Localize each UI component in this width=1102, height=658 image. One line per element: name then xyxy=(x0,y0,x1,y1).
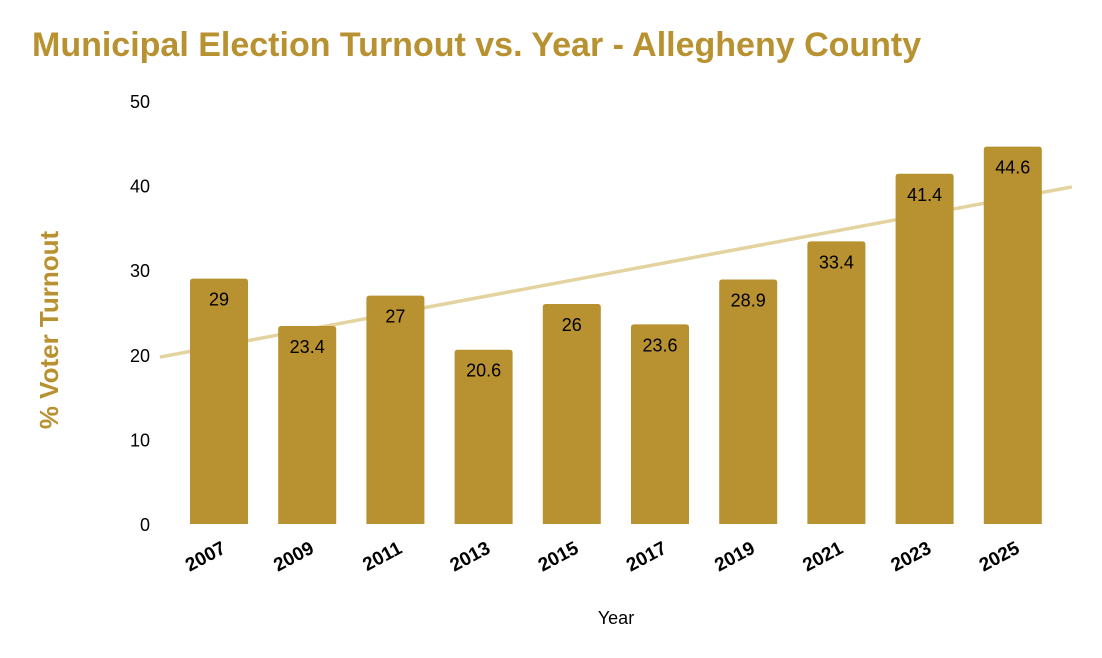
x-tick-label: 2015 xyxy=(535,538,583,577)
bar-2013 xyxy=(454,349,513,524)
x-axis-title: Year xyxy=(598,608,634,628)
x-tick-label: 2009 xyxy=(270,538,317,576)
y-tick-label: 30 xyxy=(130,261,150,281)
y-tick-label: 20 xyxy=(130,346,150,366)
data-label: 29 xyxy=(209,290,229,310)
y-tick-label: 10 xyxy=(130,430,150,450)
bar-2019 xyxy=(719,279,778,524)
bar-2007 xyxy=(190,278,248,524)
y-tick-label: 0 xyxy=(140,515,150,535)
data-label: 28.9 xyxy=(731,291,766,311)
y-tick-label: 50 xyxy=(130,92,150,112)
bar-2017 xyxy=(631,324,689,524)
x-tick-label: 2019 xyxy=(711,538,758,576)
bar-2011 xyxy=(366,295,425,524)
data-label: 41.4 xyxy=(907,185,942,205)
data-label: 23.6 xyxy=(642,335,677,355)
y-axis-title: % Voter Turnout xyxy=(34,230,64,429)
x-tick-label: 2023 xyxy=(888,538,935,576)
x-tick-label: 2007 xyxy=(182,538,229,576)
data-label: 44.6 xyxy=(995,158,1030,178)
data-label: 33.4 xyxy=(819,252,854,272)
x-tick-label: 2013 xyxy=(447,538,494,576)
bar-2009 xyxy=(278,326,337,524)
data-label: 20.6 xyxy=(466,361,501,381)
x-tick-label: 2021 xyxy=(800,538,848,577)
y-tick-label: 40 xyxy=(130,177,150,197)
x-tick-label: 2025 xyxy=(976,538,1024,577)
x-tick-label: 2011 xyxy=(359,538,406,576)
data-label: 26 xyxy=(562,315,582,335)
bar-2021 xyxy=(807,241,866,524)
data-label: 23.4 xyxy=(290,337,325,357)
bar-2025 xyxy=(983,146,1042,524)
chart-title: Municipal Election Turnout vs. Year - Al… xyxy=(32,26,922,64)
data-label: 27 xyxy=(385,307,405,327)
x-tick-label: 2017 xyxy=(623,538,670,576)
bar-2015 xyxy=(542,304,601,524)
bar-2023 xyxy=(895,173,954,525)
